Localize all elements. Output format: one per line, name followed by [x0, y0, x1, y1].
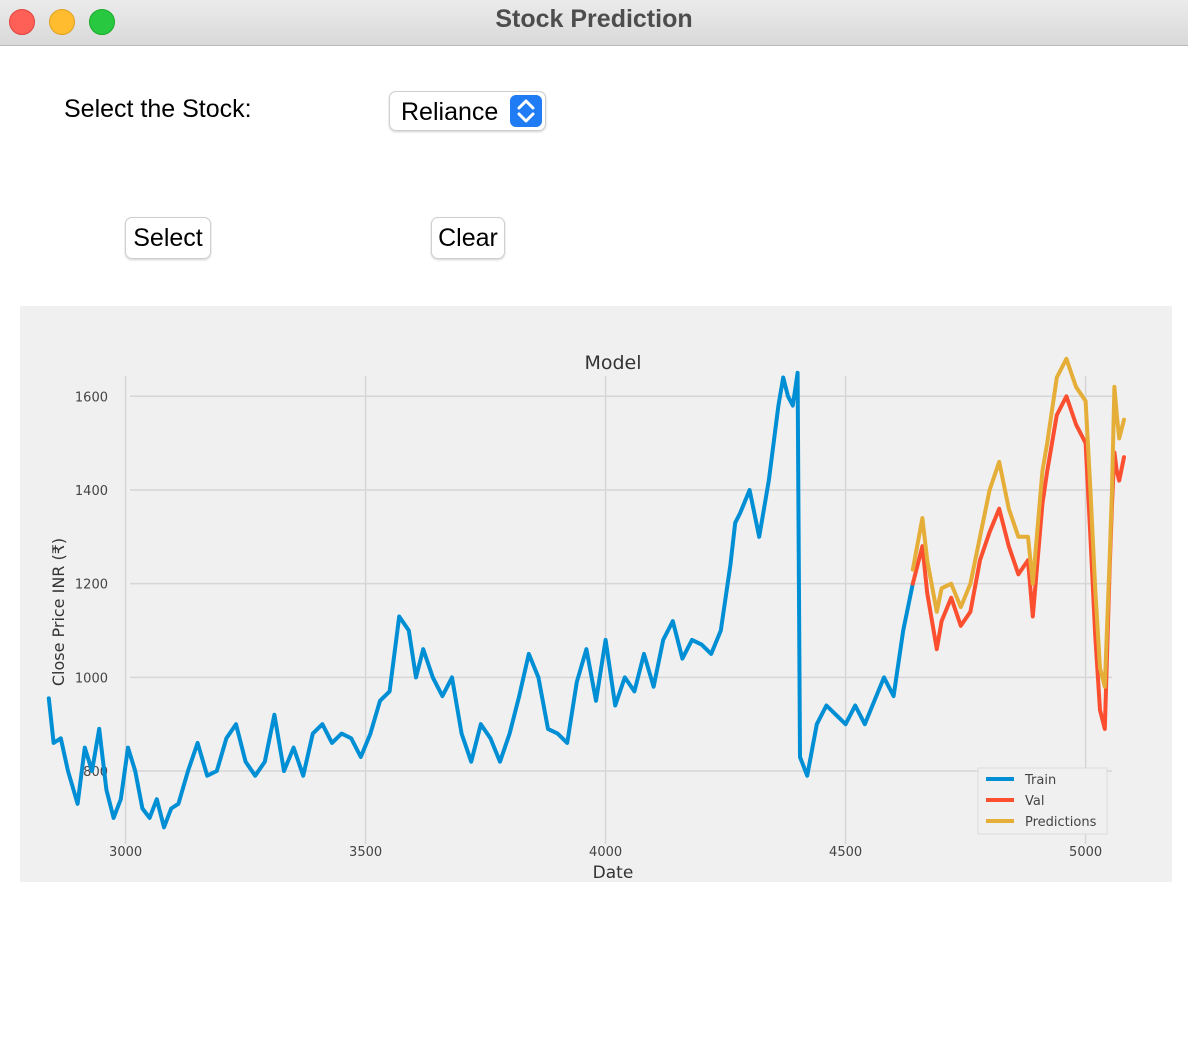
- select-button[interactable]: Select: [125, 217, 211, 259]
- x-tick-label: 5000: [1069, 845, 1102, 860]
- chart-ylabel: Close Price INR (₹): [49, 538, 68, 686]
- window-title: Stock Prediction: [495, 5, 693, 33]
- series-line-train: [46, 370, 915, 830]
- stock-dropdown-value: Reliance: [401, 98, 499, 126]
- chart-title: Model: [584, 352, 641, 374]
- stock-label: Select the Stock:: [64, 95, 252, 123]
- legend-label: Predictions: [1025, 815, 1097, 830]
- minimize-dot-icon[interactable]: [49, 9, 75, 35]
- chart-legend: Train Val Predictions: [977, 767, 1108, 835]
- close-dot-icon[interactable]: [9, 9, 35, 35]
- legend-label: Val: [1025, 794, 1044, 809]
- x-tick-label: 4000: [589, 845, 622, 860]
- y-tick-label: 1200: [75, 578, 108, 593]
- maximize-dot-icon[interactable]: [89, 9, 115, 35]
- y-tick-label: 1600: [75, 390, 108, 405]
- chevron-up-down-icon: [510, 95, 542, 127]
- y-tick-label: 1000: [75, 671, 108, 686]
- y-tick-label: 1400: [75, 484, 108, 499]
- x-tick-label: 4500: [829, 845, 862, 860]
- chart-xlabel: Date: [593, 863, 634, 882]
- clear-button[interactable]: Clear: [431, 217, 505, 259]
- stock-dropdown[interactable]: Reliance: [389, 91, 546, 131]
- legend-label: Train: [1024, 773, 1056, 788]
- title-bar: Stock Prediction: [0, 0, 1188, 46]
- chart-panel: 800 1000 1200 1400 1600 3000 3500 4000 4500 5000…: [20, 306, 1172, 882]
- x-tick-label: 3500: [349, 845, 382, 860]
- x-tick-label: 3000: [109, 845, 142, 860]
- series-line-predictions: [910, 356, 1126, 689]
